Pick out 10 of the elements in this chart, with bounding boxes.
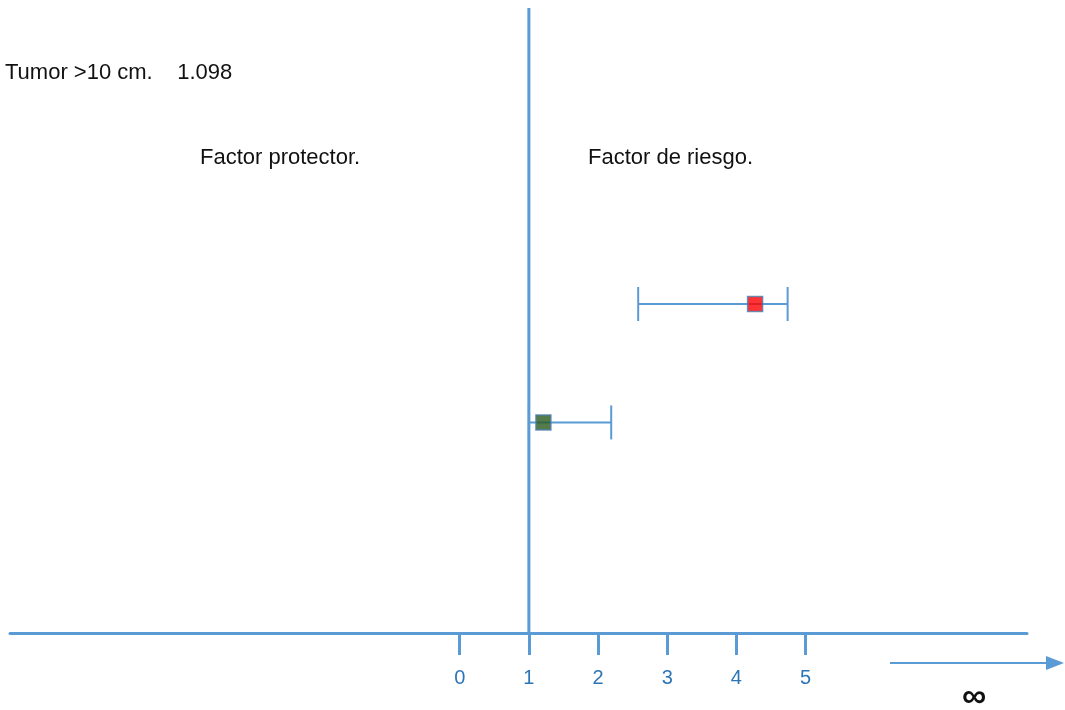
text: Factor de riesgo. <box>588 143 754 169</box>
text: ∞ <box>962 676 987 710</box>
x-tick-label: 3 <box>661 666 673 688</box>
text: Tumor >10 cm. 1.098 <box>5 58 233 84</box>
x-tick-label: 4 <box>730 666 742 688</box>
x-tick-label: 5 <box>800 666 812 688</box>
x-tick-label: 1 <box>523 666 535 688</box>
text: Factor protector. <box>200 143 361 169</box>
x-tick-label: 2 <box>592 666 604 688</box>
x-tick-label: 0 <box>454 666 466 688</box>
